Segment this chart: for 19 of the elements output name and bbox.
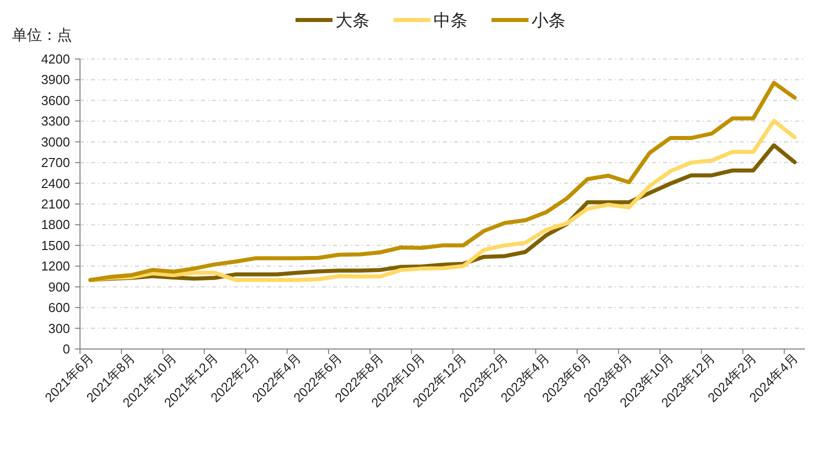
y-tick-label: 0 <box>62 342 70 356</box>
y-tick-label: 600 <box>48 300 70 316</box>
legend-label: 小条 <box>532 11 566 30</box>
y-tick-label: 2100 <box>41 196 70 212</box>
y-tick-label: 2400 <box>41 176 70 191</box>
y-axis-title: 单位：点 <box>12 27 72 44</box>
y-tick-label: 3900 <box>41 72 70 88</box>
y-tick-label: 3300 <box>41 114 70 129</box>
y-tick-label: 300 <box>48 320 70 336</box>
legend-label: 中条 <box>434 11 468 30</box>
y-tick-label: 3600 <box>41 92 70 108</box>
y-tick-label: 4200 <box>41 52 70 66</box>
y-tick-label: 1800 <box>41 217 70 232</box>
legend-label: 大条 <box>336 11 370 30</box>
y-tick-label: 1200 <box>41 258 70 274</box>
y-tick-label: 3000 <box>41 134 70 150</box>
y-tick-label: 1500 <box>41 238 70 253</box>
y-tick-label: 2700 <box>41 155 70 170</box>
y-tick-label: 900 <box>48 279 70 294</box>
